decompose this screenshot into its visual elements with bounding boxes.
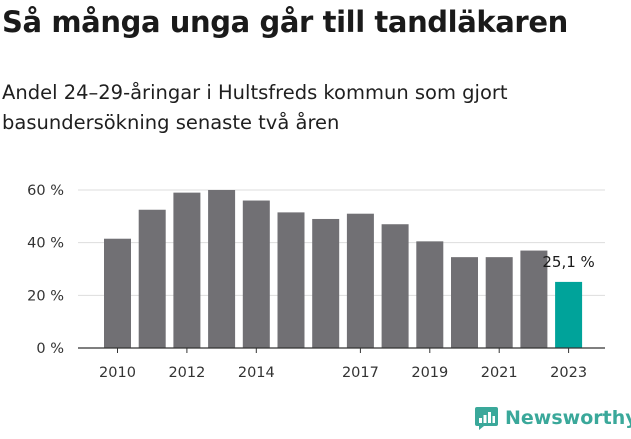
brand: Newsworthy (474, 406, 631, 431)
bar (485, 257, 513, 348)
bar (451, 257, 478, 348)
newsworthy-logo-icon (475, 407, 498, 430)
y-tick-label: 40 % (27, 236, 64, 252)
x-tick-label: 2021 (481, 365, 518, 381)
bar (416, 241, 444, 348)
bar (138, 209, 166, 348)
bar (381, 224, 409, 348)
bar (312, 218, 340, 348)
x-tick-label: 2017 (342, 365, 379, 381)
y-tick-label: 0 % (36, 341, 64, 357)
x-tick-label: 2010 (99, 365, 136, 381)
brand-name: Newsworthy (505, 407, 631, 429)
bar (173, 192, 201, 348)
bar-highlight (555, 281, 583, 348)
bar (104, 238, 131, 348)
bar (346, 213, 374, 348)
bar (208, 190, 236, 348)
chart-title: Så många unga går till tandläkaren (2, 5, 568, 39)
bar (277, 212, 305, 348)
bar (242, 200, 270, 348)
x-tick-label: 2012 (168, 365, 205, 381)
x-tick-label: 2014 (238, 365, 275, 381)
x-tick-label: 2023 (550, 365, 587, 381)
y-tick-label: 60 % (27, 183, 64, 199)
chart-subtitle: Andel 24–29-åringar i Hultsfreds kommun … (2, 81, 508, 134)
y-tick-label: 20 % (27, 288, 64, 304)
bar (520, 250, 548, 348)
x-tick-label: 2019 (411, 365, 448, 381)
data-label: 25,1 % (542, 253, 594, 271)
bar-chart: 0 % 20 % 40 % 60 % 2010 2012 2014 2017 2019 2021 2… (27, 183, 605, 381)
